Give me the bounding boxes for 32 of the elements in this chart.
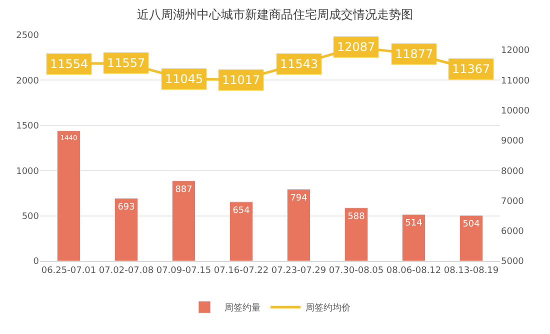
x-tick-label: 08.13-08.19 bbox=[444, 266, 499, 276]
y2-tick-label: 11000 bbox=[501, 76, 530, 86]
x-tick-label: 07.23-07.29 bbox=[271, 266, 326, 276]
y2-tick-label: 5000 bbox=[501, 257, 524, 268]
y2-tick-label: 9000 bbox=[501, 136, 524, 147]
y-tick-label: 1000 bbox=[16, 166, 40, 177]
data-label: 654 bbox=[232, 206, 250, 216]
y2-tick-label: 10000 bbox=[501, 106, 530, 116]
data-label: 887 bbox=[175, 184, 192, 195]
y2-tick-label: 7000 bbox=[501, 196, 524, 207]
x-tick-label: 07.02-07.08 bbox=[98, 266, 154, 276]
y2-tick-label: 12000 bbox=[501, 46, 530, 56]
data-label: 514 bbox=[405, 218, 423, 229]
y2-tick-label: 8000 bbox=[501, 166, 524, 177]
x-tick-label: 06.25-07.01 bbox=[41, 266, 96, 276]
chart-title: 近八周湖州中心城市新建商品住宅周成交情况走势图 bbox=[137, 7, 413, 22]
y-tick-label: 2500 bbox=[16, 31, 40, 42]
y-tick-label: 1500 bbox=[16, 122, 40, 132]
legend-label: 周签约均价 bbox=[306, 302, 350, 314]
y-tick-label: 2000 bbox=[16, 76, 40, 86]
legend-label: 周签约量 bbox=[224, 302, 260, 314]
x-tick-label: 07.09-07.15 bbox=[156, 266, 212, 276]
y2-tick-label: 6000 bbox=[501, 227, 524, 238]
data-label: 504 bbox=[462, 220, 480, 230]
data-label: 794 bbox=[290, 193, 308, 204]
y-tick-label: 500 bbox=[22, 212, 40, 222]
y-tick-label: 0 bbox=[33, 257, 40, 268]
data-label: 588 bbox=[348, 212, 366, 222]
x-tick-label: 07.30-08.05 bbox=[328, 266, 384, 276]
x-tick-label: 08.06-08.12 bbox=[386, 266, 442, 276]
data-label: 693 bbox=[118, 202, 135, 213]
x-tick-label: 07.16-07.22 bbox=[214, 266, 269, 276]
